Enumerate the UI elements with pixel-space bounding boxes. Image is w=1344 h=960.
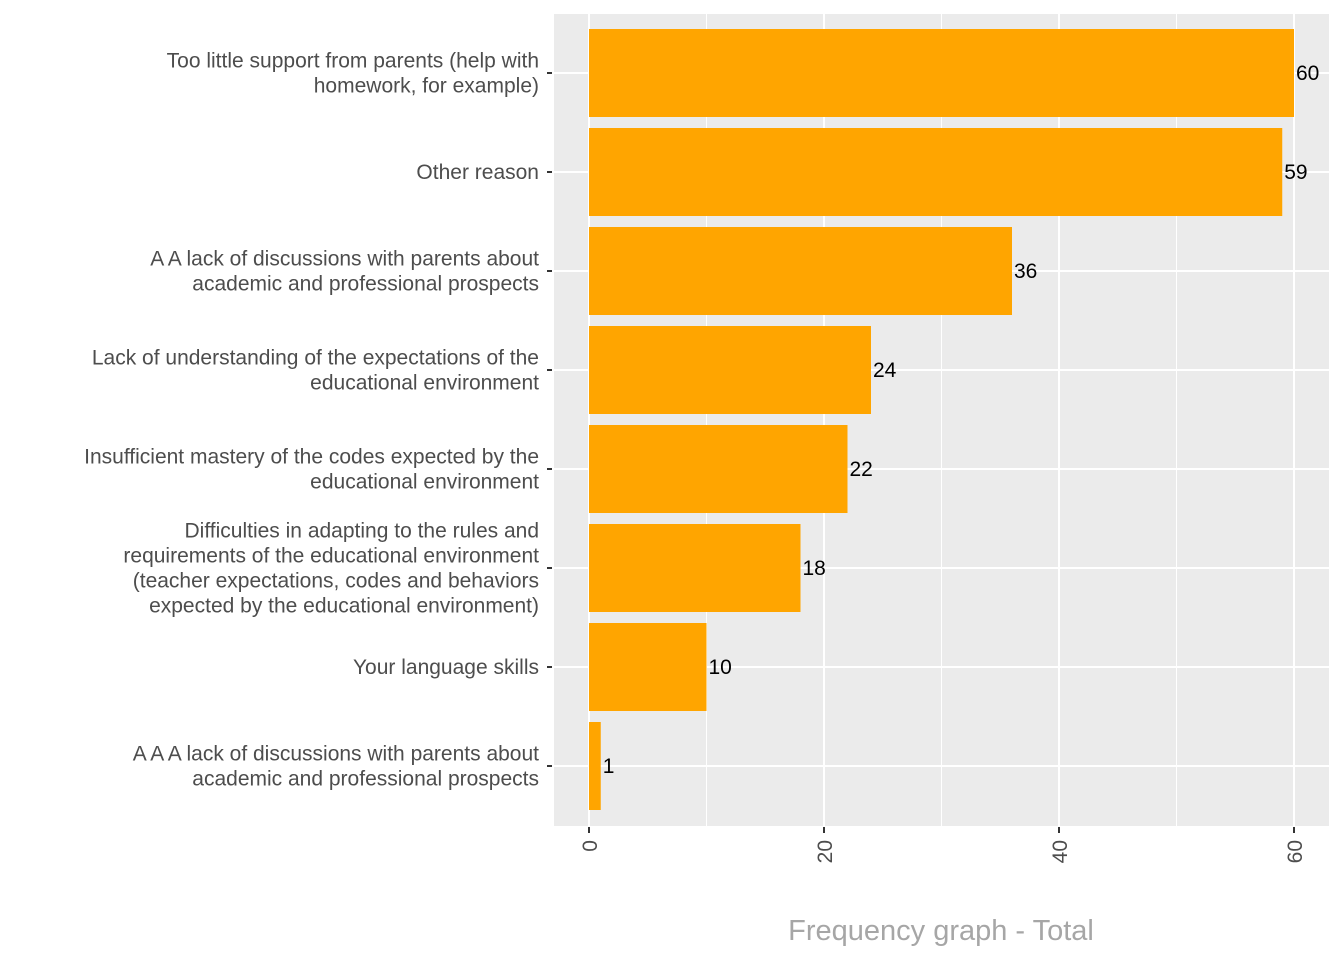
category-label-line: educational environment: [310, 372, 539, 395]
category-label: Other reason: [416, 161, 539, 184]
category-label-line: Lack of understanding of the expectation…: [92, 347, 539, 370]
category-label-line: A A A lack of discussions with parents a…: [133, 743, 539, 766]
category-label-line: requirements of the educational environm…: [123, 545, 539, 568]
bar: [589, 425, 848, 513]
category-label-line: academic and professional prospects: [192, 768, 539, 791]
category-label: Difficulties in adapting to the rules an…: [123, 520, 539, 618]
category-label: A A lack of discussions with parents abo…: [150, 248, 539, 296]
bar: [589, 722, 601, 810]
bar: [589, 29, 1294, 117]
category-label-line: Your language skills: [353, 656, 539, 679]
data-label: 1: [603, 755, 615, 778]
x-axis: 0 20 40 60: [579, 827, 1307, 863]
bar: [589, 623, 707, 711]
category-label-line: (teacher expectations, codes and behavio…: [133, 570, 539, 593]
category-label-line: Other reason: [416, 161, 539, 184]
bar: [589, 524, 801, 612]
data-label: 60: [1296, 62, 1319, 85]
x-tick-label: 40: [1049, 840, 1072, 863]
category-label-line: A A lack of discussions with parents abo…: [150, 248, 539, 271]
data-labels: 60 59 36 24 22 18 10 1: [603, 62, 1320, 778]
data-label: 24: [873, 359, 897, 382]
category-label: A A A lack of discussions with parents a…: [133, 743, 539, 791]
category-label-line: Insufficient mastery of the codes expect…: [84, 446, 539, 469]
category-label-line: expected by the educational environment): [149, 595, 539, 618]
data-label: 59: [1284, 161, 1307, 184]
x-tick-label: 0: [579, 840, 602, 852]
category-label-line: Too little support from parents (help wi…: [167, 50, 539, 73]
category-label: Your language skills: [353, 656, 539, 679]
bar: [589, 227, 1012, 315]
category-label-line: academic and professional prospects: [192, 273, 539, 296]
y-axis: Too little support from parents (help wi…: [84, 50, 552, 791]
data-label: 10: [709, 656, 732, 679]
data-label: 22: [850, 458, 873, 481]
category-label-line: Difficulties in adapting to the rules an…: [185, 520, 540, 543]
x-axis-title: Frequency graph - Total: [788, 915, 1094, 947]
category-label-line: educational environment: [310, 471, 539, 494]
data-label: 36: [1014, 260, 1037, 283]
category-label-line: homework, for example): [314, 75, 539, 98]
x-tick-label: 20: [814, 840, 837, 863]
bar: [589, 326, 871, 414]
bars: [589, 29, 1294, 810]
category-label: Insufficient mastery of the codes expect…: [84, 446, 539, 494]
category-label: Too little support from parents (help wi…: [167, 50, 539, 98]
data-label: 18: [803, 557, 826, 580]
x-tick-label: 60: [1284, 840, 1307, 863]
category-label: Lack of understanding of the expectation…: [92, 347, 539, 395]
bar: [589, 128, 1283, 216]
